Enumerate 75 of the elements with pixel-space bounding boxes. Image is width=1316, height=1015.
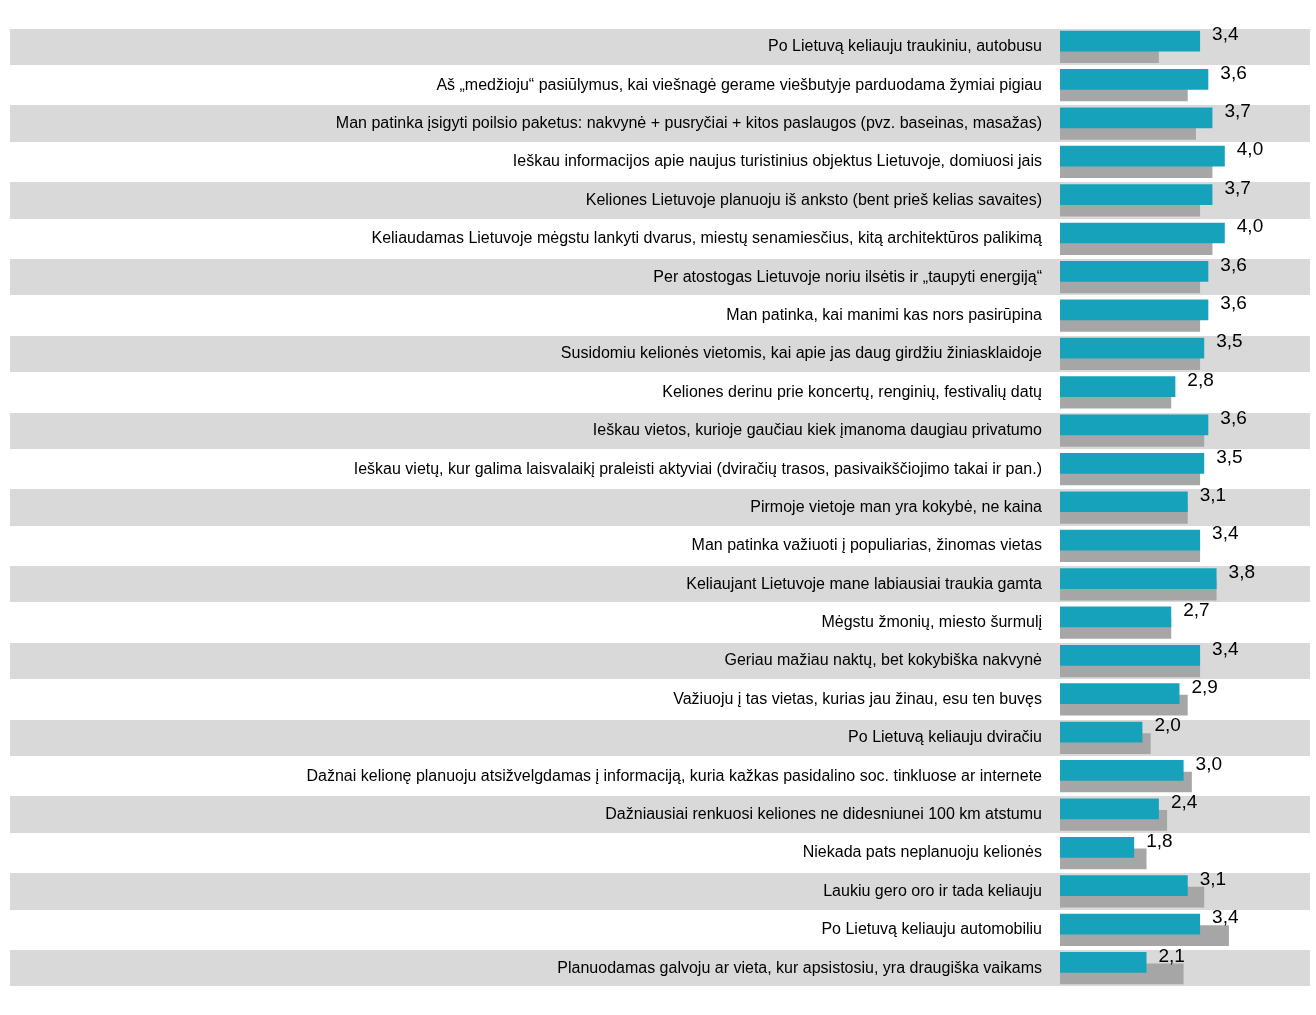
data-label: 2,9 (1191, 675, 1218, 697)
data-label: 3,1 (1199, 483, 1227, 505)
y-tick-label: Geriau mažiau naktų, bet kokybiška nakvynė (724, 651, 1043, 669)
data-label: 2,7 (1183, 599, 1210, 621)
y-tick-label: Ieškau vietų, kur galima laisvalaikį praleisti aktyviai (dviračių trasos, pasivaikščiojimo takai ir pan.) (353, 459, 1042, 477)
data-label: 3,4 (1212, 23, 1239, 45)
y-tick-label: Važiuoju į tas vietas, kurias jau žinau, esu ten buvęs (673, 689, 1042, 707)
data-label: 3,6 (1220, 253, 1247, 275)
bar (1060, 644, 1201, 666)
bar (1060, 568, 1217, 589)
bar (1060, 836, 1135, 858)
bar (1060, 721, 1143, 743)
data-label: 3,7 (1224, 176, 1251, 198)
data-label: 3,1 (1199, 867, 1227, 889)
bar (1060, 952, 1147, 973)
bar (1060, 222, 1225, 244)
bar (1060, 184, 1213, 205)
y-tick-label: Po Lietuvą keliauju dviračiu (848, 728, 1042, 746)
bar (1060, 529, 1201, 551)
y-tick-label: Keliaujant Lietuvoje mane labiausiai traukia gamta (686, 574, 1043, 592)
y-tick-label: Dažnai kelionę planuoju atsižvelgdamas į informaciją, kuria kažkas pasidalino soc. tinkluose ar internete (306, 766, 1043, 784)
data-label: 3,4 (1212, 906, 1239, 928)
bar (1060, 606, 1172, 628)
y-tick-label: Man patinka įsigyti poilsio paketus: nakvynė + pusryčiai + kitos paslaugos (pvz. baseinas, masažas) (335, 113, 1042, 131)
data-label: 3,4 (1212, 637, 1239, 659)
data-label: 3,0 (1195, 752, 1223, 774)
y-tick-label: Aš „medžioju“ pasiūlymus, kai viešnagė gerame viešbutyje parduodama žymiai pigiau (436, 75, 1042, 93)
y-tick-label: Po Lietuvą keliauju automobiliu (821, 920, 1042, 938)
bar (1060, 299, 1209, 321)
bar (1060, 261, 1209, 282)
data-label: 3,7 (1224, 100, 1251, 122)
bar (1060, 683, 1180, 705)
y-tick-label: Keliaudamas Lietuvoje mėgstu lankyti dvarus, miestų senamiesčius, kitą architektūros palikimą (371, 229, 1043, 247)
y-tick-label: Per atostogas Lietuvoje noriu ilsėtis ir „taupyti energiją“ (653, 267, 1042, 285)
data-label: 3,8 (1228, 560, 1255, 582)
data-label: 2,4 (1170, 791, 1198, 813)
data-label: 4,0 (1236, 138, 1264, 160)
data-label: 1,8 (1146, 829, 1173, 851)
y-tick-label: Niekada pats neplanuoju kelionės (802, 843, 1042, 861)
bar (1060, 337, 1205, 359)
bar (1060, 760, 1184, 781)
bar (1060, 798, 1159, 820)
y-tick-label: Pirmoje vietoje man yra kokybė, ne kaina (750, 497, 1043, 515)
bar (1060, 145, 1225, 167)
data-label: 2,8 (1187, 368, 1214, 390)
y-tick-label: Susidomiu kelionės vietomis, kai apie jas daug girdžiu žiniasklaidoje (560, 344, 1043, 362)
bar (1060, 376, 1176, 397)
bar (1060, 875, 1188, 897)
y-tick-label: Po Lietuvą keliauju traukiniu, autobusu (768, 37, 1042, 55)
y-tick-label: Dažniausiai renkuosi keliones ne didesniunei 100 km atstumu (605, 805, 1042, 823)
bar (1060, 107, 1213, 129)
y-tick-label: Planuodamas galvoju ar vieta, kur apsistosiu, yra draugiška vaikams (557, 958, 1042, 976)
y-tick-label: Ieškau informacijos apie naujus turistinius objektus Lietuvoje, domiuosi jais (512, 152, 1042, 170)
y-tick-label: Laukiu gero oro ir tada keliauju (823, 881, 1042, 899)
data-label: 3,6 (1220, 61, 1247, 83)
data-label: 3,5 (1216, 445, 1243, 467)
bar (1060, 913, 1201, 935)
bar (1060, 414, 1209, 436)
y-tick-label: Man patinka, kai manimi kas nors pasirūpina (726, 305, 1043, 323)
data-label: 2,1 (1158, 944, 1185, 966)
y-tick-label: Mėgstu žmonių, miesto šurmulį (821, 613, 1042, 631)
bar (1060, 452, 1205, 474)
bar (1060, 30, 1201, 52)
data-label: 3,6 (1220, 407, 1247, 429)
data-label: 2,0 (1154, 714, 1181, 736)
y-tick-label: Ieškau vietos, kurioje gaučiau kiek įmanoma daugiau privatumo (592, 421, 1043, 439)
y-tick-label: Keliones Lietuvoje planuoju iš anksto (bent prieš kelias savaites) (585, 190, 1042, 208)
y-tick-label: Keliones derinu prie koncertų, renginių, festivalių datų (662, 382, 1043, 400)
data-label: 3,4 (1212, 522, 1239, 544)
data-label: 3,5 (1216, 330, 1243, 352)
data-label: 4,0 (1236, 215, 1264, 237)
bar (1060, 69, 1209, 90)
y-tick-label: Man patinka važiuoti į populiarias, žinomas vietas (691, 536, 1042, 554)
bar (1060, 491, 1188, 513)
data-label: 3,6 (1220, 292, 1247, 314)
